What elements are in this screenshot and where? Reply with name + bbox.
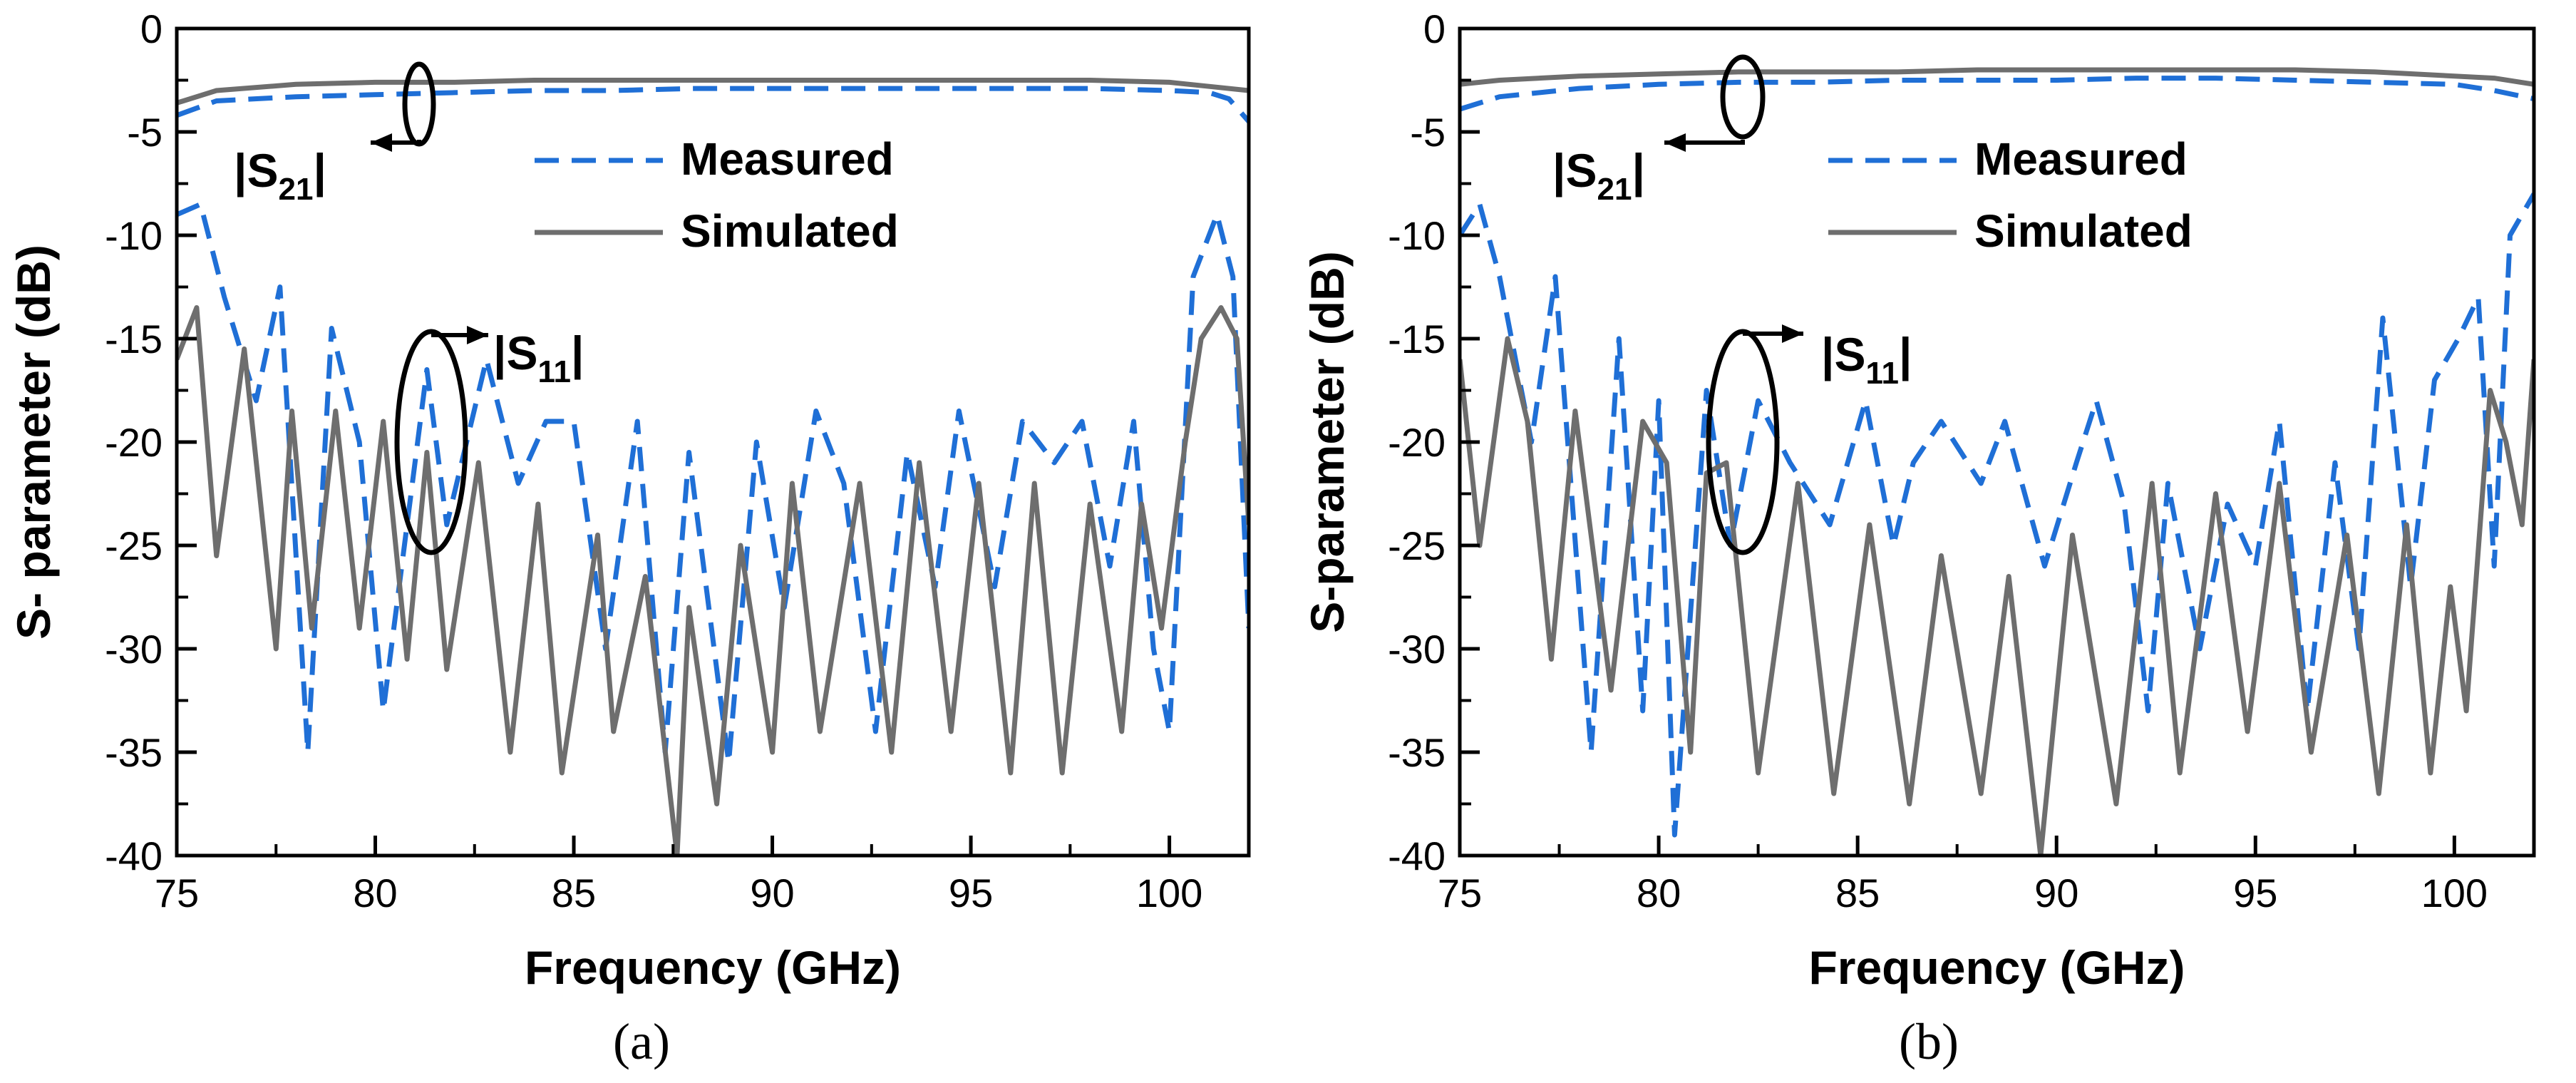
y-tick-label: -15: [1388, 317, 1446, 361]
x-tick-label: 100: [1136, 871, 1202, 915]
s21-ellipse-marker: [1720, 54, 1766, 140]
x-tick-label: 75: [1438, 871, 1482, 915]
s11-ellipse-marker: [394, 329, 468, 555]
y-tick-label: -30: [1388, 627, 1446, 672]
s21-label: |S21|: [234, 144, 326, 207]
y-axis-title: S- parameter (dB): [7, 245, 60, 640]
x-tick-label: 85: [1835, 871, 1880, 915]
panel-caption: (a): [613, 1013, 670, 1070]
x-tick-label: 75: [155, 871, 199, 915]
y-tick-label: -25: [1388, 523, 1446, 568]
s21-label: |S21|: [1552, 144, 1645, 207]
y-axis-title: S-parameter (dB): [1301, 251, 1354, 632]
y-tick-label: 0: [140, 6, 163, 51]
x-tick-label: 80: [1637, 871, 1681, 915]
s21-label-suffix: |: [313, 144, 326, 198]
s21-label-prefix: |S: [234, 144, 279, 198]
y-tick-label: 0: [1423, 6, 1446, 51]
x-axis-title: Frequency (GHz): [1808, 941, 2185, 994]
y-tick-label: -40: [105, 833, 163, 878]
s11-label-prefix: |S: [493, 327, 538, 381]
s11-label: |S11|: [493, 327, 584, 389]
x-tick-label: 95: [949, 871, 993, 915]
x-tick-label: 90: [750, 871, 794, 915]
series-group: [1460, 67, 2534, 856]
y-tick-label: -30: [105, 627, 163, 672]
s21-arrow-head: [371, 133, 392, 152]
series-line-measured-s21: [177, 86, 1249, 123]
series-line-measured-s11: [1460, 193, 2534, 838]
chart-panel-a: 75 80 85 90 95 100 0 -5 -10 -15 -20 -25 -30 -35 -40 Fre…: [7, 6, 1251, 1070]
y-tick-label: -10: [105, 213, 163, 258]
y-tick-label: -25: [105, 523, 163, 568]
s21-label-subscript: 21: [1597, 172, 1632, 207]
s21-ellipse-marker: [402, 61, 436, 147]
chart-panel-b: 75 80 85 90 95 100 0 -5 -10 -15 -20 -25 -30 -35 -40 Fre…: [1301, 6, 2536, 1070]
series-group: [177, 78, 1249, 856]
series-line-simulated-s21: [177, 78, 1249, 106]
y-tick-label: -35: [105, 730, 163, 775]
s21-label-prefix: |S: [1552, 144, 1597, 198]
s11-label-suffix: |: [1899, 328, 1912, 382]
s11-label-subscript: 11: [1866, 356, 1900, 391]
y-tick-label: -5: [1410, 110, 1446, 155]
y-tick-label: -40: [1388, 833, 1446, 878]
x-tick-label: 85: [552, 871, 596, 915]
x-tick-label: 90: [2034, 871, 2078, 915]
s11-arrow-head: [467, 326, 488, 344]
y-tick-label: -10: [1388, 213, 1446, 258]
s21-arrow-head: [1664, 133, 1686, 152]
x-tick-label: 80: [353, 871, 397, 915]
series-line-simulated-s11: [177, 305, 1249, 856]
legend-label-simulated: Simulated: [1974, 205, 2193, 257]
legend-label-measured: Measured: [681, 133, 894, 185]
s11-label-prefix: |S: [1821, 328, 1866, 382]
s21-label-subscript: 21: [279, 172, 314, 207]
x-tick-label: 100: [2421, 871, 2488, 915]
s11-label: |S11|: [1821, 328, 1912, 391]
s11-label-suffix: |: [571, 327, 584, 381]
s21-label-suffix: |: [1632, 144, 1644, 198]
s21-arrow-line: [1664, 140, 1745, 145]
y-tick-label: -5: [127, 110, 163, 155]
s11-ellipse-marker: [1706, 329, 1780, 555]
series-line-measured-s21: [1460, 76, 2534, 112]
s11-arrow-head: [1782, 324, 1803, 343]
x-tick-label: 95: [2233, 871, 2277, 915]
y-tick-label: -15: [105, 317, 163, 361]
y-tick-label: -35: [1388, 730, 1446, 775]
legend-label-simulated: Simulated: [681, 205, 899, 257]
y-tick-label: -20: [1388, 420, 1446, 465]
series-line-measured-s11: [177, 202, 1249, 765]
series-line-simulated-s21: [1460, 67, 2534, 87]
s11-label-subscript: 11: [538, 354, 572, 389]
series-line-simulated-s11: [1460, 336, 2534, 856]
y-tick-label: -20: [105, 420, 163, 465]
legend-label-measured: Measured: [1974, 133, 2188, 185]
panel-caption: (b): [1899, 1013, 1959, 1070]
x-axis-title: Frequency (GHz): [525, 941, 901, 994]
